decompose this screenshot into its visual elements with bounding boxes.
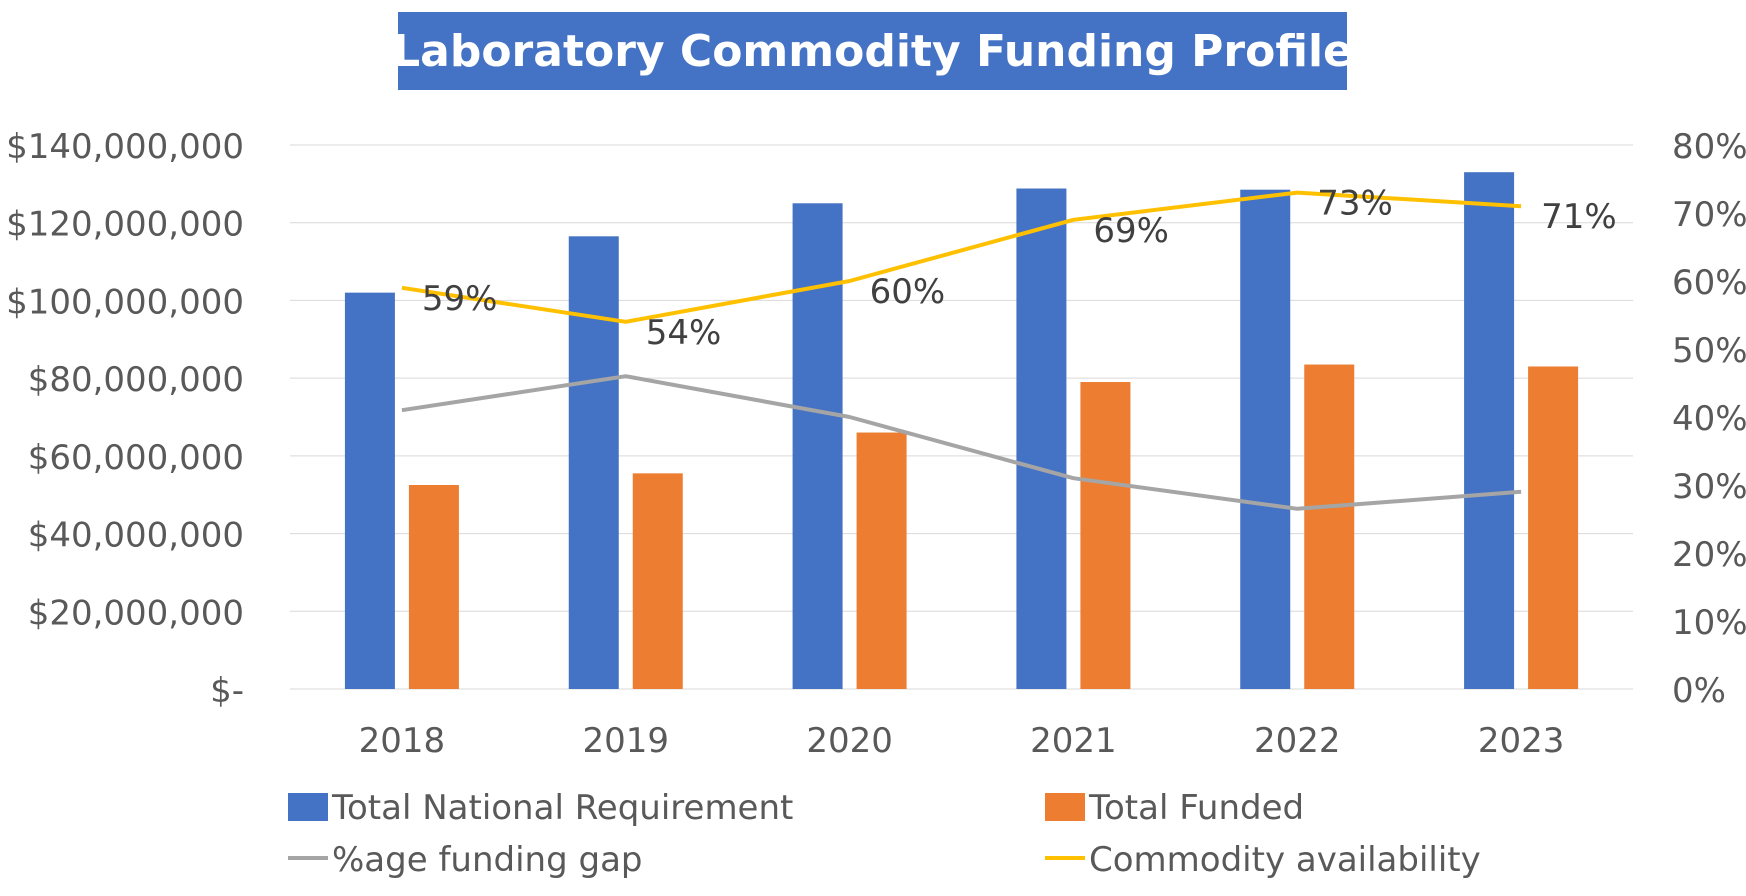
y-right-tick-label: 10% [1672,603,1746,643]
x-tick-label: 2020 [806,721,893,761]
y-right-tick-label: 30% [1672,467,1746,507]
total-funded-bar [1528,366,1579,689]
x-tick-label: 2021 [1030,721,1117,761]
total-national-requirement-bar [1240,189,1291,689]
chart-title: Laboratory Commodity Funding Profile [392,25,1353,77]
data-label: 71% [1541,197,1617,237]
total-national-requirement-bar [568,236,619,690]
x-tick-label: 2019 [582,721,669,761]
y-left-tick-label: $20,000,000 [28,593,244,633]
legend-label: Commodity availability [1089,840,1481,880]
data-label: 73% [1317,184,1393,224]
y-right-tick-label: 80% [1672,127,1746,167]
x-tick-label: 2018 [359,721,446,761]
y-left-tick-label: $60,000,000 [28,438,244,478]
total-national-requirement-bar [1016,188,1067,689]
data-label: 69% [1093,211,1169,251]
legend-swatch [1045,793,1085,821]
total-funded-bar [1080,382,1131,689]
pctage-funding-gap-line [401,374,1522,511]
y-right-tick-label: 60% [1672,263,1746,303]
x-tick-label: 2023 [1478,721,1565,761]
legend-swatch [288,793,328,821]
commodity-availability-line [401,190,1522,324]
total-funded-bar [632,473,683,689]
y-left-tick-label: $40,000,000 [28,516,244,556]
legend-label: %age funding gap [332,840,642,880]
total-funded-bar [856,432,907,689]
data-label: 60% [870,272,946,312]
y-right-tick-label: 40% [1672,399,1746,439]
data-label: 59% [422,279,498,319]
total-funded-bar [1304,364,1355,689]
y-left-tick-label: $140,000,000 [6,127,244,167]
y-right-tick-label: 70% [1672,195,1746,235]
y-left-tick-label: $- [210,671,244,711]
total-funded-bar [408,485,459,689]
total-national-requirement-bar [344,292,395,689]
data-label: 54% [646,313,722,353]
legend-label: Total Funded [1088,788,1304,828]
total-national-requirement-bar [1464,172,1515,689]
y-left-tick-label: $120,000,000 [6,205,244,245]
y-left-tick-label: $80,000,000 [28,360,244,400]
y-left-tick-label: $100,000,000 [6,282,244,322]
y-right-tick-label: 50% [1672,331,1746,371]
legend-label: Total National Requirement [331,788,793,828]
x-tick-label: 2022 [1254,721,1341,761]
y-right-tick-label: 20% [1672,535,1746,575]
y-right-tick-label: 0% [1672,671,1726,711]
chart-title-box: Laboratory Commodity Funding Profile [392,12,1353,90]
total-national-requirement-bar [792,203,843,690]
